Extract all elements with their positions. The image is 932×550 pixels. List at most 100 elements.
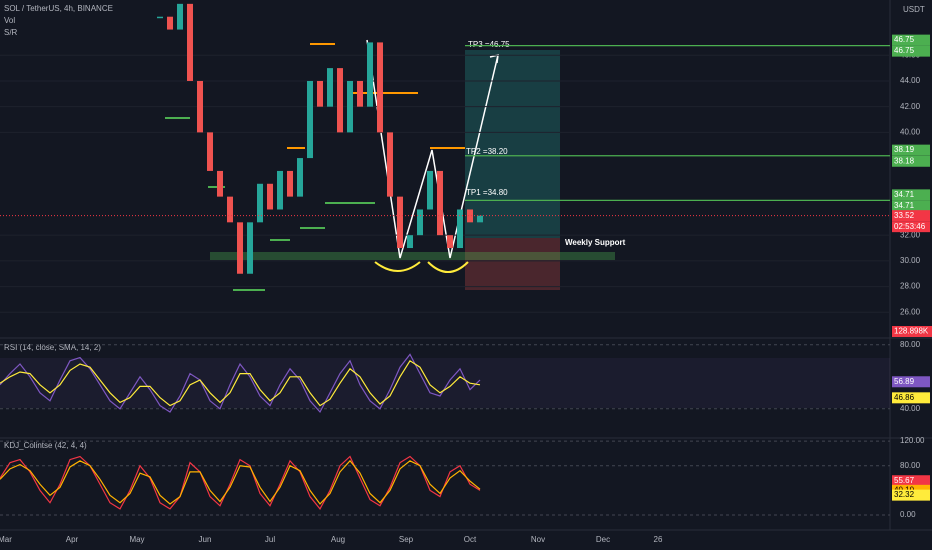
candle xyxy=(337,68,343,133)
indicator-line xyxy=(0,353,481,414)
price-badge xyxy=(892,475,930,487)
y-tick-label: 26.00 xyxy=(900,307,921,316)
long-target-zone xyxy=(465,50,560,238)
y-tick-label: 44.00 xyxy=(900,76,921,85)
currency: USDT xyxy=(903,5,925,14)
candle xyxy=(367,42,373,107)
y-tick-label: 80.00 xyxy=(900,461,921,470)
price-badge xyxy=(892,144,930,156)
price-badge xyxy=(892,45,930,57)
candle xyxy=(167,16,173,30)
price-badge-text: 46.86 xyxy=(894,393,915,402)
candle xyxy=(397,196,403,249)
bottom-arc xyxy=(374,261,421,272)
tp1-label: TP1 =34.80 xyxy=(466,188,508,197)
x-tick-label: Jul xyxy=(265,535,275,544)
candle xyxy=(437,170,443,236)
y-tick-label: 0.00 xyxy=(900,510,916,519)
volume-badge xyxy=(892,326,932,337)
candle xyxy=(407,235,413,249)
symbol-title: SOL / TetherUS, 4h, BINANCE xyxy=(4,4,113,13)
rsi-title: RSI (14, close, SMA, 14, 2) xyxy=(4,343,101,352)
y-tick-label: 42.00 xyxy=(900,102,921,111)
candle xyxy=(467,209,473,223)
rsi-band xyxy=(0,358,890,408)
candle xyxy=(177,3,183,30)
price-badge xyxy=(892,200,930,212)
candle xyxy=(387,132,393,197)
candle xyxy=(157,16,163,19)
x-tick-label: Nov xyxy=(531,535,545,544)
price-badge xyxy=(892,189,930,201)
bottom-arc xyxy=(427,261,469,273)
candle xyxy=(297,158,303,197)
price-badge-text: 46.75 xyxy=(894,46,915,55)
candle xyxy=(267,183,273,210)
candle xyxy=(257,183,263,223)
price-badge-text: 56.89 xyxy=(894,377,915,386)
x-tick-label: Oct xyxy=(464,535,477,544)
price-badge xyxy=(892,376,930,388)
indicator-line xyxy=(0,455,481,510)
candle xyxy=(187,3,193,81)
price-badge-text: 34.71 xyxy=(894,201,915,210)
candle xyxy=(317,80,323,107)
tp2-label: TP2 =38.20 xyxy=(466,147,508,156)
x-tick-label: Aug xyxy=(331,535,345,544)
candle xyxy=(197,80,203,133)
candle xyxy=(347,80,353,133)
candle xyxy=(357,80,363,107)
y-tick-label: 40.00 xyxy=(900,404,921,413)
candle xyxy=(457,209,463,249)
candle xyxy=(287,170,293,197)
price-badge-text: 46.75 xyxy=(894,35,915,44)
countdown-badge xyxy=(892,221,930,233)
candle xyxy=(327,68,333,107)
volume-title: Vol xyxy=(4,16,15,25)
price-badge-text: 55.67 xyxy=(894,476,915,485)
x-tick-label: Apr xyxy=(66,535,79,544)
candle xyxy=(377,42,383,133)
candle xyxy=(217,170,223,197)
support-band xyxy=(210,252,615,260)
y-tick-label: 30.00 xyxy=(900,256,921,265)
price-badge-text: 32.32 xyxy=(894,490,915,499)
indicator-line xyxy=(0,459,481,505)
candle xyxy=(207,132,213,171)
candle xyxy=(447,235,453,249)
price-badge-text: 38.18 xyxy=(894,156,915,165)
price-badge xyxy=(892,155,930,167)
candle xyxy=(477,215,483,223)
y-tick-label: 40.00 xyxy=(900,127,921,136)
candle xyxy=(417,209,423,236)
candle xyxy=(237,222,243,274)
price-badge xyxy=(892,210,930,222)
volume-value: 128.898K xyxy=(894,327,929,336)
candle xyxy=(247,222,253,274)
y-tick-label: 80.00 xyxy=(900,340,921,349)
candle xyxy=(307,80,313,159)
x-tick-label: Sep xyxy=(399,535,414,544)
x-tick-label: 26 xyxy=(654,535,663,544)
price-badge xyxy=(892,489,930,501)
x-tick-label: Dec xyxy=(596,535,610,544)
candle xyxy=(227,196,233,223)
candle xyxy=(277,170,283,210)
sr-title: S/R xyxy=(4,28,18,37)
x-tick-label: May xyxy=(129,535,144,544)
price-badge-text: 38.19 xyxy=(894,145,915,154)
price-badge xyxy=(892,392,930,404)
x-tick-label: Mar xyxy=(0,535,12,544)
kdj-title: KDJ_Colintse (42, 4, 4) xyxy=(4,441,87,450)
y-tick-label: 120.00 xyxy=(900,436,925,445)
countdown-text: 02:53:46 xyxy=(894,222,926,231)
long-stop-zone xyxy=(465,238,560,290)
indicator-line xyxy=(0,359,481,407)
support-label: Weekly Support xyxy=(565,238,626,247)
candle xyxy=(427,170,433,210)
tp3-label: TP3 =46.75 xyxy=(468,40,510,49)
x-tick-label: Jun xyxy=(199,535,212,544)
price-badge-text: 34.71 xyxy=(894,190,915,199)
